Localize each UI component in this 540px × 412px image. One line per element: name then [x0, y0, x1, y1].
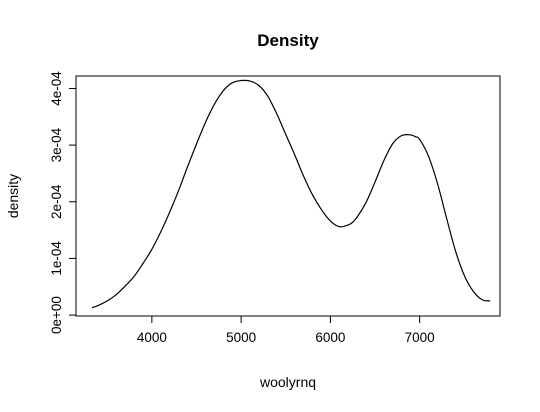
y-axis: 0e+00 1e-04 2e-04 3e-04 4e-04	[49, 71, 77, 334]
x-tick-label: 7000	[405, 330, 435, 345]
x-tick-label: 5000	[226, 330, 256, 345]
x-tick-label: 6000	[315, 330, 345, 345]
plot-frame	[75, 75, 501, 317]
y-tick-label: 3e-04	[49, 127, 64, 162]
y-tick-label: 1e-04	[49, 241, 64, 276]
x-tick-label: 4000	[137, 330, 167, 345]
y-axis-label: density	[5, 174, 21, 218]
chart-title: Density	[257, 31, 319, 50]
y-tick-label: 0e+00	[49, 296, 64, 334]
y-tick-label: 4e-04	[49, 71, 64, 106]
y-tick-label: 2e-04	[49, 184, 64, 219]
x-axis: 4000 5000 6000 7000	[137, 315, 435, 345]
x-axis-label: woolyrnq	[259, 374, 316, 390]
density-curve	[91, 79, 491, 309]
